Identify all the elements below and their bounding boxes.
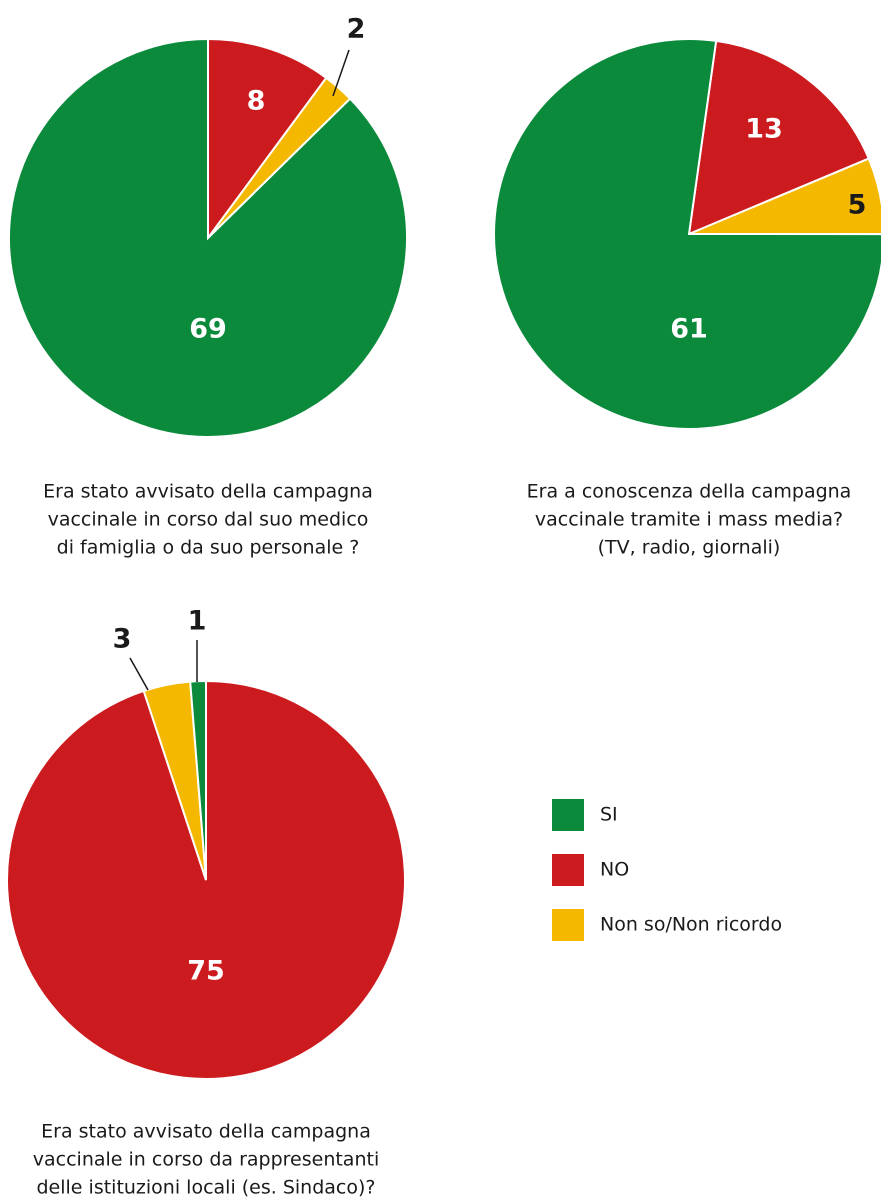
data-label: 69 [189, 314, 227, 345]
caption: Era stato avvisato della campagna [41, 1121, 371, 1143]
pie-slice [207, 37, 328, 242]
legend-label: SI [600, 804, 618, 826]
data-label: 8 [247, 86, 266, 117]
data-label: 2 [347, 14, 366, 45]
pie-slice [8, 37, 408, 438]
caption: delle istituzioni locali (es. Sindaco)? [37, 1177, 376, 1197]
data-label: 61 [670, 314, 708, 345]
data-label: 3 [113, 624, 132, 655]
caption: vaccinale tramite i mass media? [535, 509, 843, 531]
legend-label: NO [600, 859, 629, 881]
leader-line [332, 49, 350, 97]
legend-swatch [552, 854, 584, 886]
caption: vaccinale in corso dal suo medico [48, 509, 369, 531]
legend-label: Non so/Non ricordo [600, 914, 782, 936]
pie-slice [493, 38, 881, 430]
legend-swatch [552, 909, 584, 941]
pie-slice [687, 39, 871, 236]
caption: di famiglia o da suo personale ? [57, 537, 360, 559]
leader-line [129, 657, 149, 691]
data-label: 1 [188, 606, 207, 637]
pie-slice [688, 157, 881, 236]
data-label: 75 [187, 956, 225, 987]
pie-slice [189, 679, 207, 881]
caption: Era a conoscenza della campagna [527, 481, 852, 503]
data-label: 13 [745, 114, 783, 145]
caption: Era stato avvisato della campagna [43, 481, 373, 503]
data-label: 5 [848, 190, 867, 221]
legend-swatch [552, 799, 584, 831]
caption: (TV, radio, giornali) [598, 537, 781, 559]
caption: vaccinale in corso da rappresentanti [33, 1149, 379, 1171]
